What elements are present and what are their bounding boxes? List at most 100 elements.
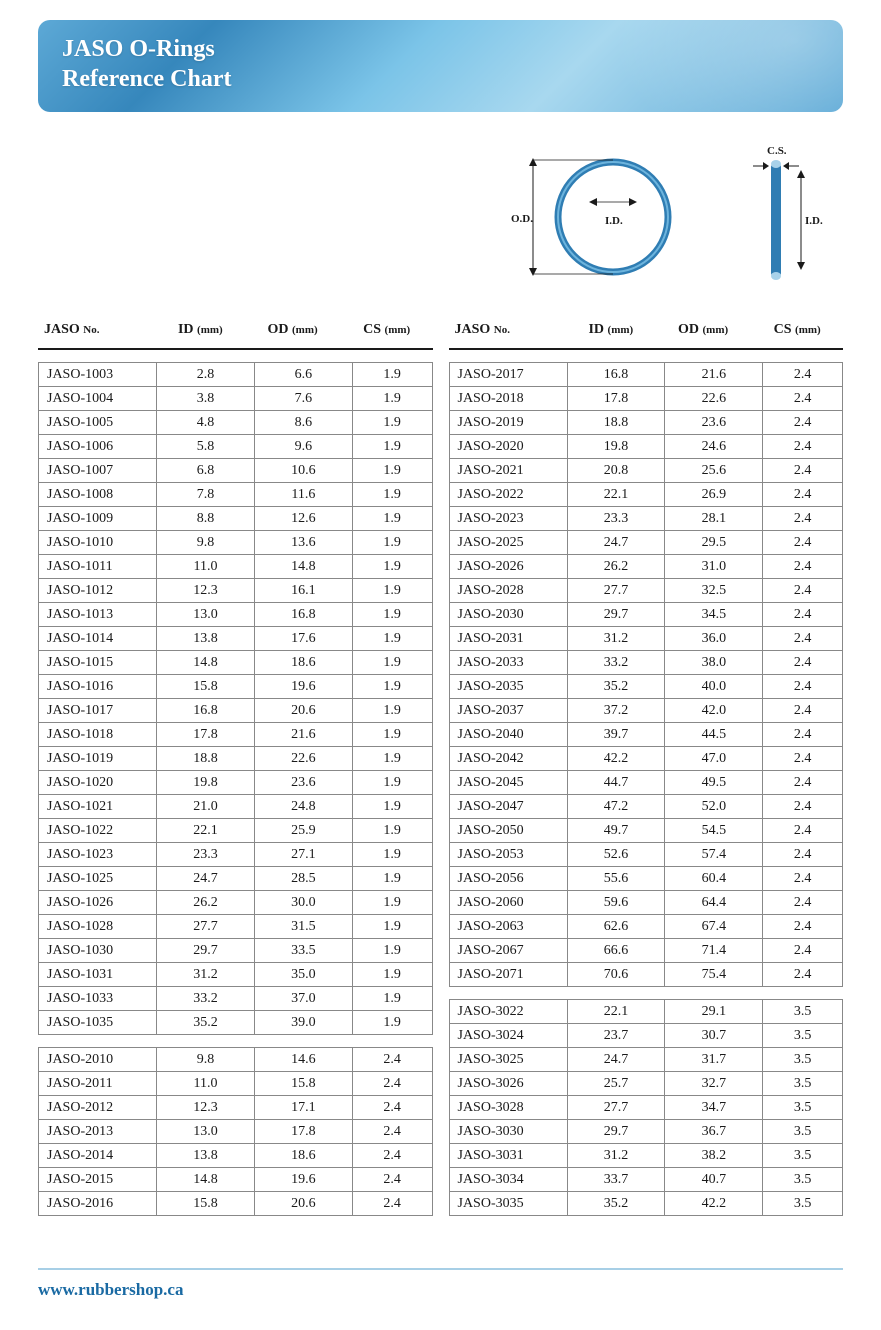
cell-cs: 1.9 — [352, 675, 432, 699]
table-row: JASO-101313.016.81.9 — [39, 603, 433, 627]
cs-label: C.S. — [767, 145, 787, 157]
data-table: JASO-201716.821.62.4JASO-201817.822.62.4… — [449, 362, 844, 987]
cell-jaso-no: JASO-2022 — [449, 483, 567, 507]
cell-jaso-no: JASO-1015 — [39, 651, 157, 675]
diagram-row: O.D. I.D. C.S. — [38, 142, 843, 292]
cell-od: 28.1 — [665, 507, 763, 531]
cell-jaso-no: JASO-2063 — [449, 915, 567, 939]
cell-jaso-no: JASO-2037 — [449, 699, 567, 723]
title-line-2: Reference Chart — [62, 66, 231, 92]
cell-jaso-no: JASO-2050 — [449, 819, 567, 843]
cell-cs: 2.4 — [352, 1048, 432, 1072]
cell-id: 33.7 — [567, 1168, 665, 1192]
table-row: JASO-102524.728.51.9 — [39, 867, 433, 891]
cell-od: 21.6 — [254, 723, 352, 747]
cell-id: 31.2 — [567, 1144, 665, 1168]
table-row: JASO-204747.252.02.4 — [449, 795, 843, 819]
cell-jaso-no: JASO-2067 — [449, 939, 567, 963]
cell-id: 31.2 — [567, 627, 665, 651]
table-row: JASO-101413.817.61.9 — [39, 627, 433, 651]
cell-jaso-no: JASO-2014 — [39, 1144, 157, 1168]
cell-id: 27.7 — [157, 915, 255, 939]
cell-od: 19.6 — [254, 1168, 352, 1192]
table-row: JASO-302524.731.73.5 — [449, 1048, 843, 1072]
cell-id: 5.8 — [157, 435, 255, 459]
cell-od: 8.6 — [254, 411, 352, 435]
cell-id: 18.8 — [567, 411, 665, 435]
cell-jaso-no: JASO-2017 — [449, 363, 567, 387]
cell-id: 33.2 — [567, 651, 665, 675]
cell-id: 8.8 — [157, 507, 255, 531]
data-table: JASO-10032.86.61.9JASO-10043.87.61.9JASO… — [38, 362, 433, 1035]
cell-id: 9.8 — [157, 531, 255, 555]
cell-id: 16.8 — [567, 363, 665, 387]
cell-cs: 1.9 — [352, 483, 432, 507]
cell-cs: 2.4 — [763, 363, 843, 387]
cell-jaso-no: JASO-1025 — [39, 867, 157, 891]
table-row: JASO-101918.822.61.9 — [39, 747, 433, 771]
cell-cs: 1.9 — [352, 819, 432, 843]
cell-cs: 1.9 — [352, 603, 432, 627]
table-row: JASO-201413.818.62.4 — [39, 1144, 433, 1168]
table-row: JASO-102827.731.51.9 — [39, 915, 433, 939]
cell-od: 47.0 — [665, 747, 763, 771]
title-line-1: JASO O-Rings — [62, 36, 215, 62]
cell-jaso-no: JASO-2045 — [449, 771, 567, 795]
cell-jaso-no: JASO-1008 — [39, 483, 157, 507]
cell-od: 23.6 — [665, 411, 763, 435]
cell-od: 30.0 — [254, 891, 352, 915]
cell-jaso-no: JASO-3022 — [449, 1000, 567, 1024]
cell-id: 13.8 — [157, 627, 255, 651]
cell-id: 17.8 — [157, 723, 255, 747]
cell-jaso-no: JASO-1035 — [39, 1011, 157, 1035]
cell-cs: 2.4 — [763, 387, 843, 411]
table-row: JASO-201817.822.62.4 — [449, 387, 843, 411]
cell-cs: 2.4 — [763, 939, 843, 963]
cell-od: 29.5 — [665, 531, 763, 555]
cell-id: 49.7 — [567, 819, 665, 843]
cell-od: 31.5 — [254, 915, 352, 939]
table-row: JASO-202222.126.92.4 — [449, 483, 843, 507]
cell-jaso-no: JASO-3030 — [449, 1120, 567, 1144]
cell-od: 7.6 — [254, 387, 352, 411]
cell-cs: 1.9 — [352, 555, 432, 579]
cell-cs: 2.4 — [763, 963, 843, 987]
cell-cs: 1.9 — [352, 411, 432, 435]
cell-od: 17.8 — [254, 1120, 352, 1144]
cell-cs: 2.4 — [763, 411, 843, 435]
left-column: JASO No.ID (mm)OD (mm)CS (mm) JASO-10032… — [38, 316, 433, 1228]
cell-cs: 2.4 — [763, 819, 843, 843]
cell-id: 11.0 — [157, 555, 255, 579]
cell-jaso-no: JASO-2030 — [449, 603, 567, 627]
cell-jaso-no: JASO-1030 — [39, 939, 157, 963]
table-row: JASO-101817.821.61.9 — [39, 723, 433, 747]
cell-cs: 1.9 — [352, 627, 432, 651]
cell-od: 17.6 — [254, 627, 352, 651]
cell-id: 55.6 — [567, 867, 665, 891]
cell-jaso-no: JASO-1004 — [39, 387, 157, 411]
cell-cs: 1.9 — [352, 435, 432, 459]
table-row: JASO-103131.235.01.9 — [39, 963, 433, 987]
cell-id: 20.8 — [567, 459, 665, 483]
cell-id: 22.1 — [567, 483, 665, 507]
cell-jaso-no: JASO-3031 — [449, 1144, 567, 1168]
table-row: JASO-302222.129.13.5 — [449, 1000, 843, 1024]
cell-jaso-no: JASO-1006 — [39, 435, 157, 459]
cell-od: 57.4 — [665, 843, 763, 867]
cell-cs: 2.4 — [763, 843, 843, 867]
cell-id: 33.2 — [157, 987, 255, 1011]
footer-link[interactable]: www.rubbershop.ca — [38, 1280, 183, 1299]
cell-cs: 2.4 — [763, 723, 843, 747]
cell-od: 29.1 — [665, 1000, 763, 1024]
table-row: JASO-203737.242.02.4 — [449, 699, 843, 723]
cell-jaso-no: JASO-2012 — [39, 1096, 157, 1120]
cell-jaso-no: JASO-1023 — [39, 843, 157, 867]
col-header-no: JASO No. — [38, 316, 156, 349]
cell-jaso-no: JASO-1012 — [39, 579, 157, 603]
cell-od: 25.6 — [665, 459, 763, 483]
cell-jaso-no: JASO-2053 — [449, 843, 567, 867]
table-row: JASO-303535.242.23.5 — [449, 1192, 843, 1216]
cell-cs: 2.4 — [352, 1120, 432, 1144]
table-row: JASO-206059.664.42.4 — [449, 891, 843, 915]
cell-id: 26.2 — [157, 891, 255, 915]
